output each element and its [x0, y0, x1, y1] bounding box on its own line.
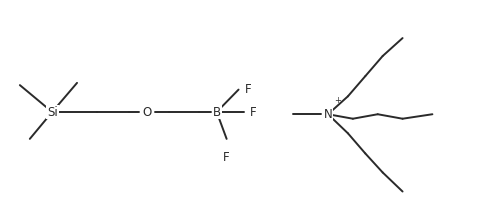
Text: F: F — [223, 151, 230, 164]
Text: O: O — [143, 106, 152, 118]
Text: N: N — [324, 108, 332, 121]
Text: Si: Si — [47, 106, 58, 118]
Text: B: B — [213, 106, 221, 118]
Text: F: F — [245, 83, 251, 96]
Text: +: + — [334, 96, 341, 105]
Text: F: F — [250, 106, 256, 118]
